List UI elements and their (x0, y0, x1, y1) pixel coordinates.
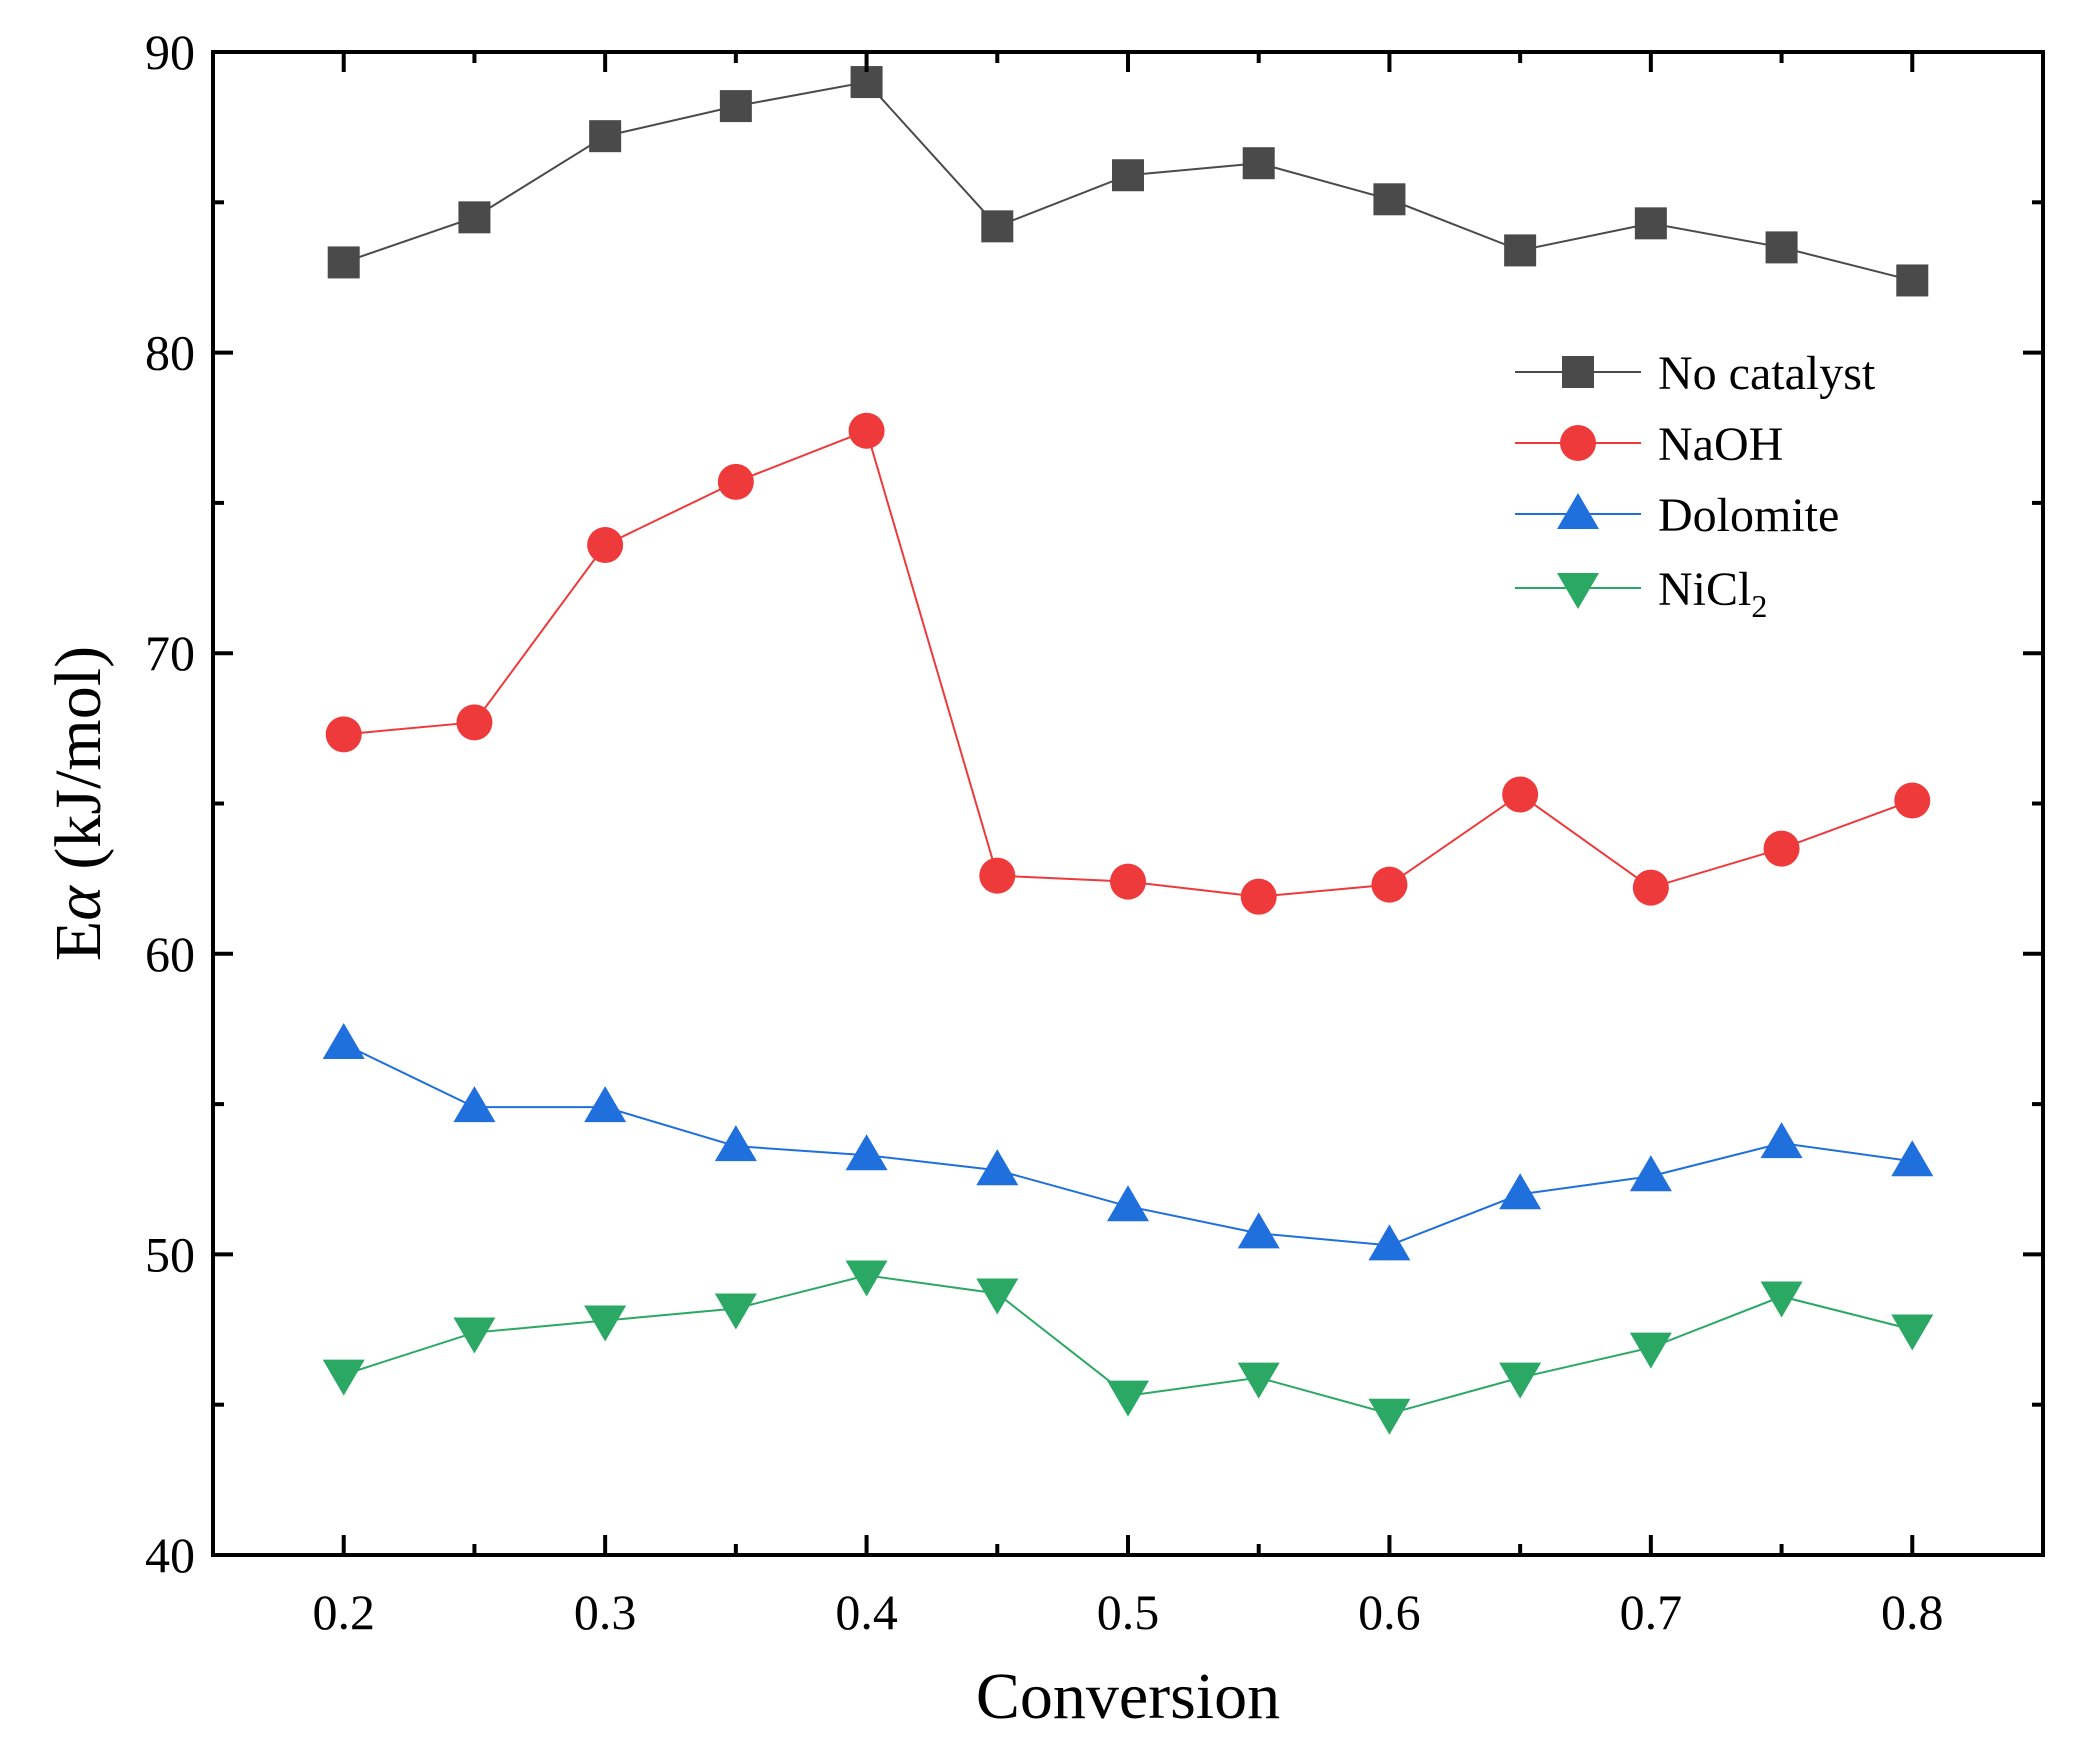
data-point (714, 1125, 757, 1162)
x-tick-label: 0.2 (312, 1584, 375, 1640)
data-point (1368, 1224, 1411, 1261)
data-point (1891, 1140, 1934, 1177)
data-point (1632, 869, 1669, 906)
legend-item: NiCl2 (1515, 563, 1767, 624)
legend: No catalyst NaOH Dolomite NiCl2 (1515, 347, 1876, 624)
y-tick-label: 80 (145, 325, 195, 381)
data-point (1760, 1281, 1803, 1318)
data-point (322, 1022, 365, 1059)
data-point (327, 246, 360, 279)
legend-label-main: NiCl (1658, 563, 1751, 616)
data-point (1891, 1314, 1934, 1351)
series-1 (325, 412, 1931, 915)
data-point (1760, 1122, 1803, 1159)
data-point (981, 210, 1014, 243)
y-tick-label: 70 (145, 625, 195, 681)
data-point (1634, 207, 1667, 240)
data-point (1499, 1362, 1542, 1399)
data-point (1629, 1332, 1672, 1369)
y-tick-label: 40 (145, 1527, 195, 1583)
series-0 (327, 66, 1929, 297)
data-point (1373, 183, 1406, 216)
x-axis-title: Conversion (976, 1660, 1280, 1733)
legend-label: Dolomite (1658, 489, 1839, 542)
data-point (1763, 830, 1800, 867)
legend-marker (1562, 356, 1594, 388)
data-point (1371, 866, 1408, 903)
x-tick-label: 0.8 (1881, 1584, 1944, 1640)
y-axis-title: Eα (kJ/mol) (42, 646, 115, 961)
data-point (845, 1134, 888, 1171)
data-point (1765, 231, 1798, 264)
legend-item: NaOH (1515, 418, 1783, 471)
data-point (456, 704, 493, 741)
data-point (714, 1293, 757, 1330)
data-point (587, 526, 624, 563)
data-point (325, 716, 362, 753)
data-point (1504, 234, 1537, 267)
y-tick-label: 90 (145, 24, 195, 80)
series-layer (322, 66, 1934, 1435)
legend-item: Dolomite (1515, 489, 1839, 542)
data-point (589, 120, 622, 153)
data-point (1240, 878, 1277, 915)
data-point (1237, 1362, 1280, 1399)
x-tick-label: 0.6 (1358, 1584, 1421, 1640)
legend-marker (1557, 493, 1599, 529)
data-point (979, 857, 1016, 894)
x-tick-label: 0.3 (574, 1584, 637, 1640)
series-3 (322, 1260, 1934, 1435)
y-tick-label: 50 (145, 1226, 195, 1282)
x-tick-label: 0.4 (835, 1584, 898, 1640)
data-point (719, 90, 752, 123)
x-tick-label: 0.7 (1620, 1584, 1683, 1640)
legend-label: NiCl2 (1658, 563, 1767, 624)
data-point (1894, 782, 1931, 819)
data-point (976, 1149, 1019, 1186)
data-point (1502, 776, 1539, 813)
legend-marker (1557, 573, 1599, 609)
legend-label-main: NaOH (1658, 418, 1783, 471)
data-point (1499, 1173, 1542, 1210)
y-axis-title-main: E (42, 921, 115, 961)
data-point (1237, 1212, 1280, 1249)
legend-label: NaOH (1658, 418, 1783, 471)
y-axis-title-symbol: α (42, 885, 115, 921)
data-point (1368, 1398, 1411, 1435)
legend-label-main: No catalyst (1658, 347, 1876, 400)
legend-label-subscript: 2 (1751, 588, 1767, 624)
series-2 (322, 1022, 1934, 1261)
data-point (584, 1305, 627, 1342)
y-axis-title-unit: (kJ/mol) (42, 646, 115, 886)
data-point (458, 201, 491, 234)
legend-label-main: Dolomite (1658, 489, 1839, 542)
x-tick-label: 0.5 (1097, 1584, 1160, 1640)
legend-item: No catalyst (1515, 347, 1876, 400)
data-point (1112, 159, 1144, 192)
data-point (1110, 863, 1146, 900)
data-point (1107, 1380, 1149, 1417)
data-point (848, 412, 885, 449)
y-tick-label: 60 (145, 926, 195, 982)
data-point (1107, 1185, 1149, 1222)
data-point (453, 1086, 496, 1123)
data-point (717, 463, 754, 500)
data-point (1242, 147, 1275, 180)
data-point (976, 1278, 1019, 1315)
legend-marker (1560, 425, 1596, 461)
data-point (845, 1260, 888, 1297)
data-point (584, 1086, 627, 1123)
ticks-layer: 0.2 0.3 0.4 0.5 0.6 0.7 0.8 40 50 60 70 80 90 (145, 24, 2043, 1640)
data-point (1896, 264, 1929, 297)
data-point (322, 1359, 365, 1396)
data-point (1629, 1155, 1672, 1192)
legend-label: No catalyst (1658, 347, 1876, 400)
data-point (453, 1317, 496, 1354)
